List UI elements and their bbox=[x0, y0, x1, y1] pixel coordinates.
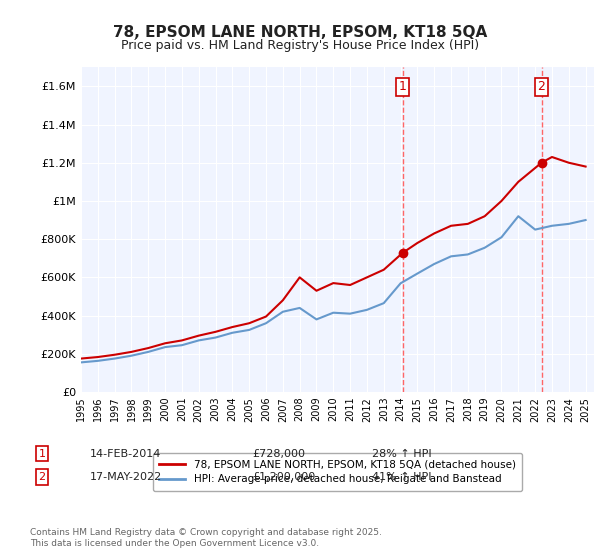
Text: 41% ↑ HPI: 41% ↑ HPI bbox=[372, 472, 431, 482]
Text: 1: 1 bbox=[398, 80, 407, 93]
Text: 2: 2 bbox=[538, 80, 545, 93]
Text: 2: 2 bbox=[38, 472, 46, 482]
Text: Price paid vs. HM Land Registry's House Price Index (HPI): Price paid vs. HM Land Registry's House … bbox=[121, 39, 479, 52]
Text: 28% ↑ HPI: 28% ↑ HPI bbox=[372, 449, 431, 459]
Text: 1: 1 bbox=[38, 449, 46, 459]
Text: 14-FEB-2014: 14-FEB-2014 bbox=[90, 449, 161, 459]
Text: Contains HM Land Registry data © Crown copyright and database right 2025.
This d: Contains HM Land Registry data © Crown c… bbox=[30, 528, 382, 548]
Text: £728,000: £728,000 bbox=[252, 449, 305, 459]
Text: 17-MAY-2022: 17-MAY-2022 bbox=[90, 472, 162, 482]
Text: £1,200,000: £1,200,000 bbox=[252, 472, 315, 482]
Text: 78, EPSOM LANE NORTH, EPSOM, KT18 5QA: 78, EPSOM LANE NORTH, EPSOM, KT18 5QA bbox=[113, 25, 487, 40]
Legend: 78, EPSOM LANE NORTH, EPSOM, KT18 5QA (detached house), HPI: Average price, deta: 78, EPSOM LANE NORTH, EPSOM, KT18 5QA (d… bbox=[153, 453, 522, 491]
